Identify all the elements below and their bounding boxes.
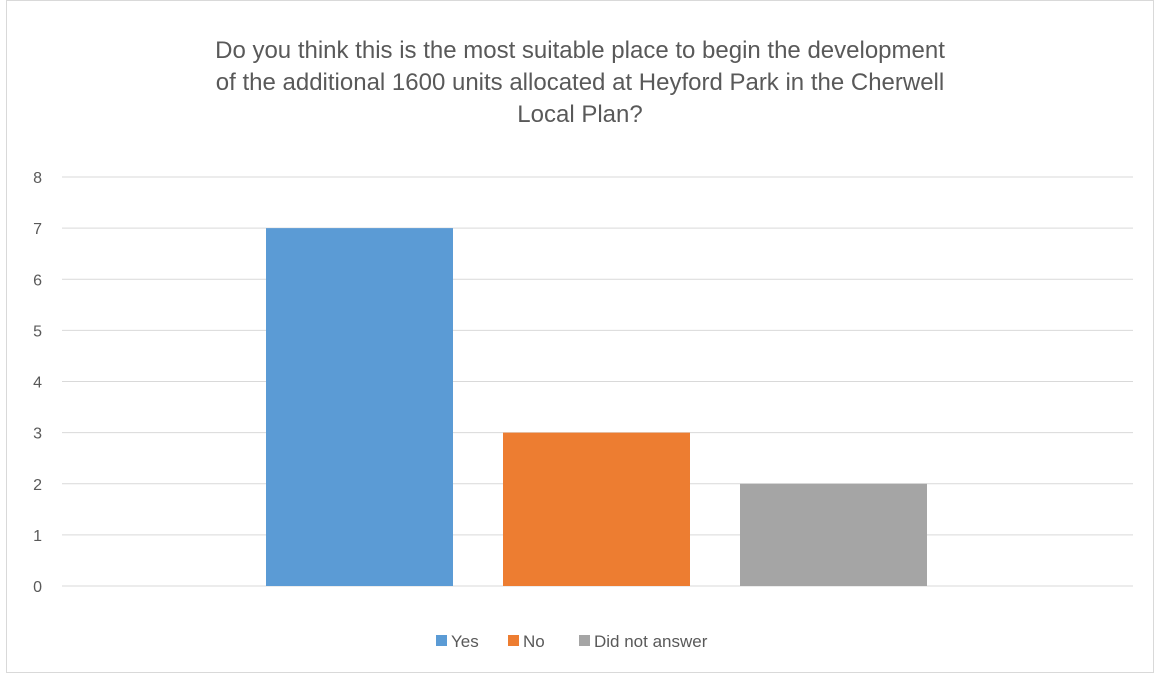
legend: Yes No Did not answer (436, 632, 708, 651)
y-tick-label-2: 2 (33, 477, 42, 494)
legend-label-no: No (523, 632, 545, 651)
legend-swatch-yes (436, 635, 447, 646)
chart-title: Do you think this is the most suitable p… (6, 35, 1154, 131)
legend-item-yes: Yes (436, 632, 479, 651)
y-tick-label-7: 7 (33, 221, 42, 238)
y-tick-label-0: 0 (33, 579, 42, 596)
legend-swatch-no (508, 635, 519, 646)
bar-did-not-answer (740, 483, 927, 586)
legend-item-no: No (508, 632, 545, 651)
legend-item-did-not-answer: Did not answer (579, 632, 708, 651)
chart-title-line-2: of the additional 1600 units allocated a… (215, 69, 945, 96)
y-tick-label-4: 4 (33, 375, 42, 392)
bar-no (503, 432, 690, 586)
y-tick-label-1: 1 (33, 528, 42, 545)
chart-title-line-3: Local Plan? (517, 101, 643, 128)
y-axis-ticks: 0 1 2 3 4 5 6 7 8 (33, 170, 42, 596)
y-tick-label-8: 8 (33, 170, 42, 187)
y-tick-label-6: 6 (33, 272, 42, 289)
chart-title-line-1: Do you think this is the most suitable p… (215, 37, 945, 64)
legend-label-yes: Yes (451, 632, 479, 651)
y-tick-label-3: 3 (33, 426, 42, 443)
bar-yes (266, 228, 453, 586)
y-tick-label-5: 5 (33, 323, 42, 340)
legend-swatch-did-not-answer (579, 635, 590, 646)
bars (266, 228, 927, 586)
legend-label-did-not-answer: Did not answer (594, 632, 708, 651)
